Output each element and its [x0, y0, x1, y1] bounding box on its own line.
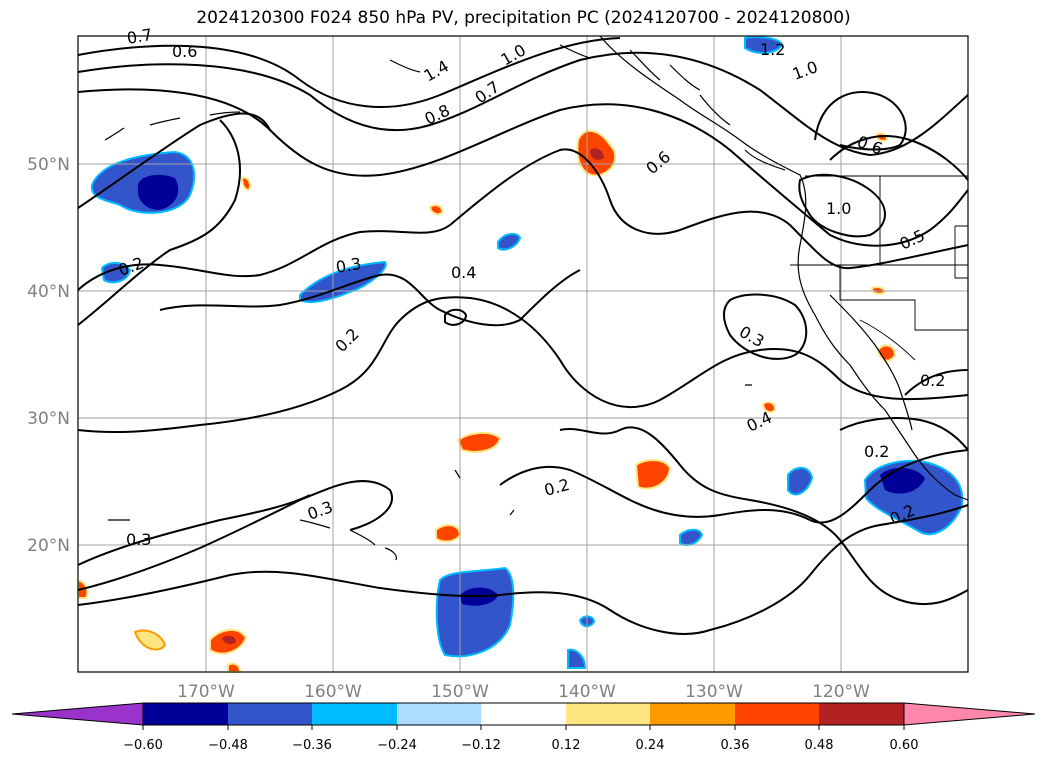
colorbar: −0.60 −0.48 −0.36 −0.24 −0.12 0.12 0.24 … — [11, 702, 1036, 753]
colorbar-tick-label: 0.12 — [552, 738, 581, 753]
coastlines — [104, 35, 969, 561]
lon-label: 170°W — [177, 682, 235, 702]
colorbar-tick-label: −0.12 — [461, 738, 501, 753]
lat-label: 50°N — [27, 155, 70, 175]
lon-label: 120°W — [812, 682, 870, 702]
colorbar-segment — [481, 703, 566, 725]
lon-label: 160°W — [304, 682, 362, 702]
lon-label: 130°W — [685, 682, 743, 702]
colorbar-segment — [143, 703, 228, 725]
lat-label: 40°N — [27, 282, 70, 302]
lat-label: 30°N — [27, 409, 70, 429]
colorbar-segment — [819, 703, 904, 725]
pv-contours — [77, 37, 969, 635]
colorbar-tick-label: −0.24 — [377, 738, 417, 753]
colorbar-tick-label: −0.60 — [123, 738, 163, 753]
gridlines — [78, 36, 968, 672]
colorbar-tick-label: 0.60 — [890, 738, 919, 753]
colorbar-segment — [228, 703, 312, 725]
lon-label: 140°W — [558, 682, 616, 702]
colorbar-tick-label: 0.48 — [805, 738, 834, 753]
contour-label: 0.3 — [334, 254, 362, 277]
contour-label: 0.2 — [920, 371, 945, 390]
map-title: 2024120300 F024 850 hPa PV, precipitatio… — [196, 8, 851, 28]
colorbar-tick-label: 0.36 — [721, 738, 750, 753]
contour-label: 0.3 — [126, 530, 151, 549]
colorbar-tick-label: −0.36 — [292, 738, 332, 753]
colorbar-min-extension — [11, 702, 144, 726]
colorbar-segment — [735, 703, 819, 725]
lon-label: 150°W — [431, 682, 489, 702]
colorbar-segment — [650, 703, 735, 725]
contour-label: 1.0 — [826, 199, 851, 218]
contour-label: 0.4 — [451, 263, 476, 282]
borders — [790, 175, 968, 361]
map-frame — [77, 35, 969, 673]
contour-label: 0.2 — [864, 442, 889, 461]
longitude-labels: 170°W 160°W 150°W 140°W 130°W 120°W — [177, 682, 870, 702]
latitude-labels: 50°N 40°N 30°N 20°N — [27, 155, 70, 556]
lat-label: 20°N — [27, 536, 70, 556]
contour-label: 1.2 — [760, 40, 785, 59]
colorbar-tick-label: −0.48 — [208, 738, 248, 753]
colorbar-segment — [397, 703, 481, 725]
colorbar-max-extension — [903, 702, 1036, 726]
colorbar-tick-label: 0.24 — [636, 738, 665, 753]
colorbar-segment — [312, 703, 397, 725]
colorbar-segment — [566, 703, 650, 725]
contour-label: 0.6 — [172, 42, 197, 61]
